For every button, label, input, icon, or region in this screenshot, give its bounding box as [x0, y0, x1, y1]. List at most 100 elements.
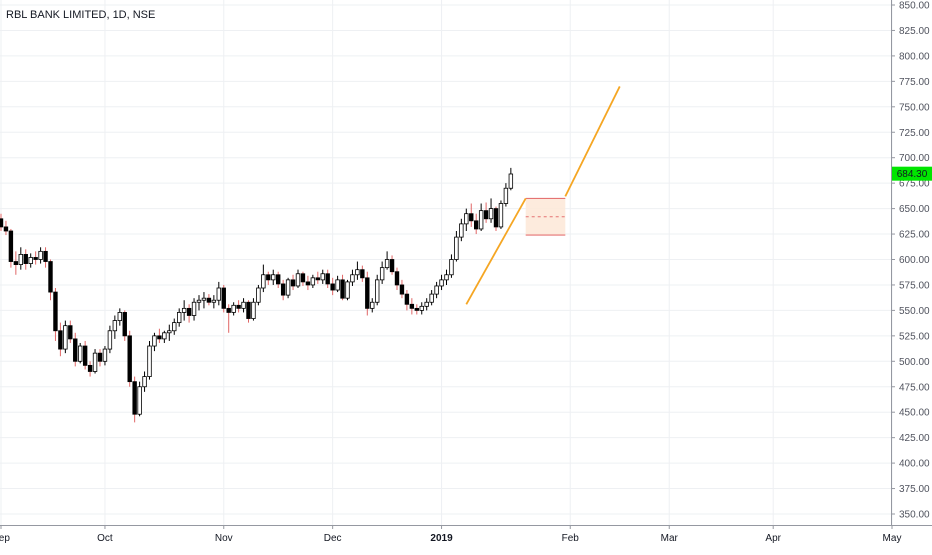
candle-body	[112, 320, 118, 332]
candle-body	[186, 307, 192, 316]
candle-body	[122, 312, 127, 337]
candle-body	[48, 261, 53, 293]
candle-body	[325, 273, 330, 285]
candle-body	[355, 269, 360, 276]
y-tick-label: 400.00	[899, 459, 930, 470]
candle-body	[28, 257, 33, 264]
candle-body	[157, 335, 162, 340]
chart-title: RBL BANK LIMITED, 1D, NSE	[6, 9, 156, 21]
y-tick-label: 825.00	[899, 26, 930, 37]
candle-body	[201, 297, 207, 301]
candle-body	[454, 236, 459, 260]
candle-body	[68, 325, 73, 340]
candle-body	[38, 250, 43, 260]
candle-body	[73, 338, 78, 362]
candle-body	[330, 283, 335, 291]
candle-body	[206, 297, 212, 303]
candle-body	[459, 223, 464, 238]
candle-body	[211, 299, 217, 303]
candle-body	[63, 325, 68, 350]
candle-body	[43, 250, 48, 262]
y-tick-label: 350.00	[899, 510, 930, 521]
candle-body	[379, 267, 385, 281]
y-tick-label: 700.00	[899, 153, 930, 164]
candle-body	[162, 332, 167, 340]
candle-body	[107, 330, 113, 350]
candle-body	[172, 322, 177, 332]
candle-body	[345, 281, 350, 299]
candle-body	[300, 273, 306, 283]
y-tick-label: 725.00	[899, 128, 930, 139]
candle-body	[127, 335, 132, 383]
candle-body	[92, 352, 98, 372]
candle-body	[310, 277, 316, 286]
y-tick-label: 600.00	[899, 255, 930, 266]
candle-body	[315, 277, 320, 281]
candle-body	[409, 303, 415, 309]
x-tick-label: Mar	[661, 533, 679, 544]
candle-body	[117, 312, 122, 321]
trend-line	[564, 86, 621, 197]
x-tick-label: Oct	[97, 533, 113, 544]
candle-body	[58, 330, 63, 350]
candle-body	[181, 307, 187, 313]
y-tick-label: 525.00	[899, 331, 930, 342]
candle-body	[13, 261, 19, 265]
y-tick-label: 800.00	[899, 51, 930, 62]
candle-body	[483, 210, 489, 220]
y-tick-label: 425.00	[899, 433, 930, 444]
last-price-label: 684.30	[897, 169, 928, 180]
candle-body	[87, 364, 93, 372]
candle-body	[167, 330, 172, 334]
x-tick-label: Sep	[0, 533, 10, 544]
y-tick-label: 450.00	[899, 408, 930, 419]
y-tick-label: 500.00	[899, 357, 930, 368]
candle-body	[414, 307, 419, 311]
grid	[0, 0, 893, 525]
y-tick-label: 750.00	[899, 102, 930, 113]
x-tick-label: Dec	[324, 533, 342, 544]
candle-body	[305, 281, 311, 286]
candle-body	[78, 345, 83, 362]
y-tick-label: 550.00	[899, 306, 930, 317]
candle-body	[82, 345, 88, 366]
candle-body	[142, 376, 147, 388]
candle-body	[191, 301, 197, 316]
y-tick-label: 625.00	[899, 230, 930, 241]
candle-body	[493, 208, 499, 228]
candle-body	[196, 299, 202, 303]
candle-body	[434, 285, 439, 295]
candle-body	[8, 230, 14, 262]
x-tick-label: Apr	[765, 533, 781, 544]
candle-body	[365, 277, 370, 309]
candle-body	[335, 279, 340, 291]
x-tick-label: Nov	[215, 533, 233, 544]
y-tick-label: 375.00	[899, 484, 930, 495]
candle-body	[478, 210, 484, 230]
candle-body	[236, 304, 241, 309]
candle-body	[469, 213, 474, 222]
candle-body	[295, 273, 301, 287]
candle-body	[503, 187, 509, 204]
candle-body	[350, 274, 355, 283]
candle-body	[404, 293, 410, 305]
candle-body	[3, 226, 9, 232]
candle-body	[23, 254, 28, 264]
candle-body	[384, 259, 390, 269]
candle-body	[216, 287, 221, 301]
candle-body	[261, 274, 266, 289]
candle-body	[241, 301, 246, 309]
candle-body	[444, 274, 449, 281]
candle-body	[251, 301, 256, 319]
candle-body	[370, 301, 375, 309]
candle-body	[419, 305, 424, 311]
candle-body	[221, 287, 226, 309]
candle-body	[394, 271, 400, 286]
candle-body	[498, 203, 504, 228]
candle-body	[246, 301, 251, 319]
candle-body	[399, 284, 405, 295]
candle-body	[508, 173, 514, 189]
